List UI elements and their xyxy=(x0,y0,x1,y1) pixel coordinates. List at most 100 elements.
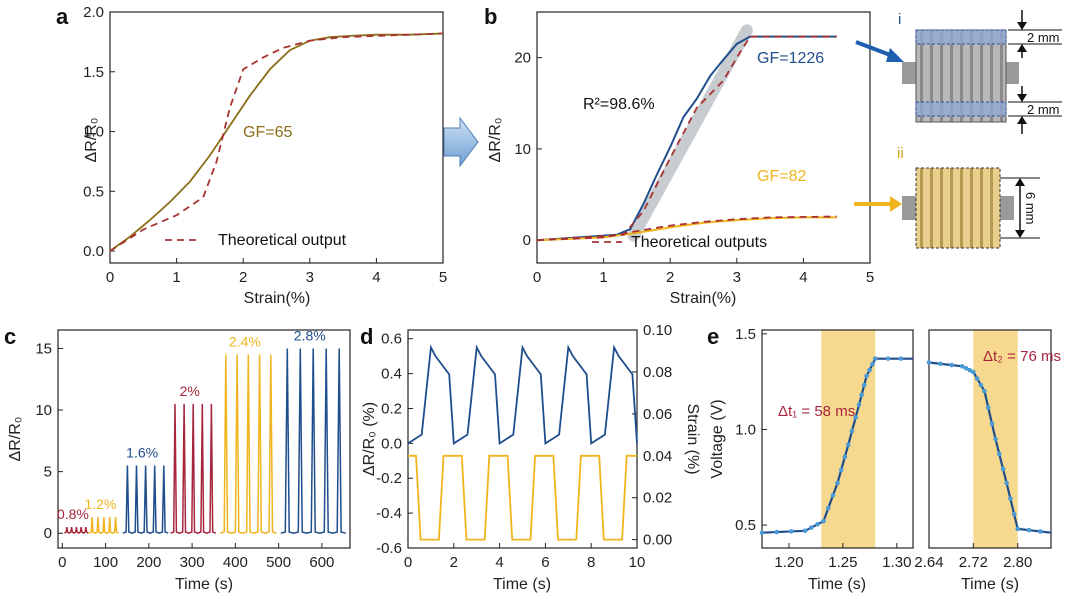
panel-d-strain-line xyxy=(408,454,637,541)
panel-e-data-point xyxy=(821,518,826,524)
panel-e-data-point xyxy=(1004,480,1009,486)
panel-b-series-line xyxy=(536,35,837,242)
panel-d-ytick-label: -0.6 xyxy=(376,540,402,557)
panel-c-xtick-label: 400 xyxy=(223,554,248,571)
panel-c-group-label: 2% xyxy=(180,383,200,399)
panel-b-frame xyxy=(536,11,871,264)
panel-d-ytick-label: 0.2 xyxy=(381,400,402,417)
panel-d-resistance-line xyxy=(407,344,638,445)
panel-e-delta-annotation: Δt₁ = 58 ms xyxy=(778,403,855,420)
panel-e-ytick-label: 0.5 xyxy=(735,517,756,534)
panel-c-group-label: 1.6% xyxy=(126,444,158,460)
panel-d-ytick-label: -0.4 xyxy=(376,505,402,522)
panel-b-xtick-label: 5 xyxy=(866,269,874,286)
panel-e-delta-annotation: Δt₂ = 76 ms xyxy=(983,348,1061,365)
panel-e-data-point xyxy=(1038,529,1043,534)
panel-a-xtick-label: 4 xyxy=(372,269,380,286)
panel-e-xtick-label: 2.72 xyxy=(959,554,988,571)
panel-d-xtick-label: 10 xyxy=(629,554,646,571)
panel-a-measured-line xyxy=(109,32,444,252)
panel-a-xtick-label: 2 xyxy=(239,269,247,286)
panel-a-chart: 0 1 2 3 4 5 0.0 0.5 1.0 1.5 2.0 GF=65 Theoretical ou… xyxy=(83,4,447,307)
panel-e-xlabel-left: Time (s) xyxy=(808,576,866,593)
panel-b-xtick-label: 2 xyxy=(666,269,674,286)
panel-b-ytick-label: 0 xyxy=(523,232,531,249)
inset-i-label: i xyxy=(898,11,901,28)
panel-a-ylabel: ΔR/R₀ xyxy=(83,118,100,163)
panel-e-data-point xyxy=(853,415,858,420)
panel-e-data-point xyxy=(867,367,872,373)
panel-a-xtick-label: 0 xyxy=(106,269,114,286)
panel-d-xtick-label: 4 xyxy=(495,554,503,571)
panel-e-ylabel: Voltage (V) xyxy=(709,399,726,478)
panel-d-xtick-label: 8 xyxy=(587,554,595,571)
panel-e-data-point xyxy=(759,530,765,536)
panel-c-group-label: 2.4% xyxy=(229,334,261,350)
panel-c-xtick-label: 300 xyxy=(180,554,205,571)
panel-e-frame xyxy=(928,329,1052,549)
panel-e-data-point xyxy=(845,442,851,448)
panel-c-group-line xyxy=(280,348,346,534)
panel-e-data-point xyxy=(938,361,943,367)
panel-e-chart: 1.20 1.25 1.30 0.5 1.0 1.5 Δt₁ = 58 ms 2.64 2.72… xyxy=(709,326,1061,593)
panel-e-data-point xyxy=(864,373,869,379)
panel-b-series-line xyxy=(536,215,837,242)
panel-d-right-ytick-label: 0.08 xyxy=(643,364,672,381)
panel-e-ytick-label: 1.0 xyxy=(735,421,756,438)
panel-c-group-label: 0.8% xyxy=(57,506,89,522)
panel-b-ytick-label: 20 xyxy=(514,50,531,67)
panel-e-data-point xyxy=(926,360,932,365)
panel-c-group-label: 2.8% xyxy=(294,327,326,343)
panel-e-data-point xyxy=(861,382,867,388)
panel-a-xlabel: Strain(%) xyxy=(244,290,311,307)
panel-e-data-point xyxy=(974,376,980,381)
panel-c-ytick-label: 0 xyxy=(44,525,52,542)
panel-c-chart: 0 100 200 300 400 500 600 0 5 10 15 0.8%1.2% 1.6% 2% 2… xyxy=(7,327,351,593)
panel-d-ytick-label: 0.4 xyxy=(381,366,402,383)
panel-e-data-point xyxy=(898,356,904,361)
inset-ii-illustration: ii 6 mm xyxy=(854,145,1040,249)
panel-c-ytick-label: 10 xyxy=(35,402,52,419)
panel-c-frame xyxy=(57,329,351,549)
inset-ii-label: ii xyxy=(897,145,904,162)
panel-a-xtick-label: 1 xyxy=(172,269,180,286)
panel-b-r2: R²=98.6% xyxy=(583,96,655,113)
panel-e-frame xyxy=(761,329,914,549)
panel-c-xtick-label: 500 xyxy=(266,554,291,571)
inset-i-dim-top: 2 mm xyxy=(1027,30,1060,45)
panel-label-c: c xyxy=(4,324,16,349)
panel-d-ytick-label: -0.2 xyxy=(376,470,402,487)
panel-label-d: d xyxy=(360,324,373,349)
panel-b-gf-high: GF=1226 xyxy=(757,50,824,67)
panel-label-b: b xyxy=(484,4,497,29)
panel-a-gf-annotation: GF=65 xyxy=(243,124,292,141)
panel-e-data-point xyxy=(870,361,875,367)
panel-c-xlabel: Time (s) xyxy=(175,576,233,593)
transition-arrow-icon xyxy=(443,116,479,168)
panel-c-group-label: 1.2% xyxy=(84,496,116,512)
panel-e-data-point xyxy=(967,367,973,373)
panel-d-xtick-label: 2 xyxy=(450,554,458,571)
panel-e-data-point xyxy=(959,364,965,369)
panel-e-data-point xyxy=(1008,496,1013,501)
panel-d-right-ytick-label: 0.04 xyxy=(643,448,672,465)
panel-c-ytick-label: 15 xyxy=(35,340,52,357)
panel-e-data-point xyxy=(989,421,995,427)
panel-e-data-point xyxy=(825,505,831,511)
panel-label-e: e xyxy=(707,324,719,349)
panel-b-chart: 0 1 2 3 4 5 0 10 20 GF=1226 R²=98.6% GF=82 Theoretic… xyxy=(487,11,874,307)
panel-e-data-point xyxy=(789,529,794,534)
panel-a-ytick-label: 0.0 xyxy=(83,243,104,260)
panel-e-data-point xyxy=(997,451,1002,457)
panel-e-data-point xyxy=(815,521,820,527)
panel-a-ytick-label: 0.5 xyxy=(83,183,104,200)
panel-d-ylabel-right: Strain (%) xyxy=(684,403,701,474)
panel-d-right-ytick-label: 0.00 xyxy=(643,532,672,549)
panel-d-ytick-label: 0.6 xyxy=(381,331,402,348)
panel-d-chart: 0 2 4 6 8 10 -0.6 -0.4 -0.2 0.0 0.2 0.4 0.6 0.00 0.02 0… xyxy=(361,322,701,593)
panel-c-group-line xyxy=(219,354,277,534)
panel-d-xtick-label: 6 xyxy=(541,554,549,571)
panel-e-data-point xyxy=(838,467,844,473)
panel-e-data-point xyxy=(872,356,878,361)
panel-e-data-point xyxy=(949,362,954,368)
